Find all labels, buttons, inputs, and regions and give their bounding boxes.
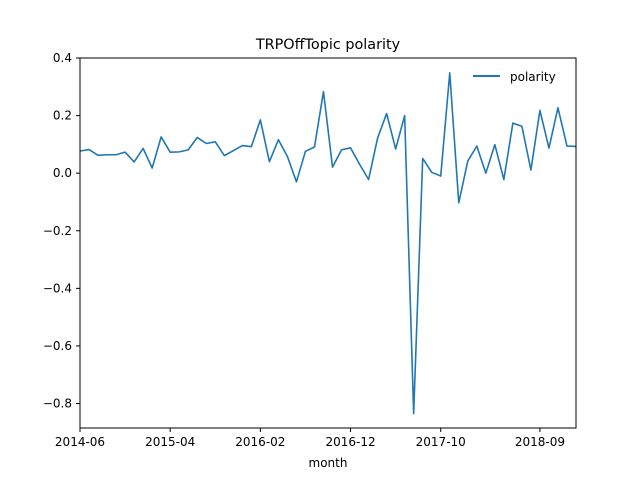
data-point bbox=[115, 154, 117, 156]
data-point bbox=[97, 154, 99, 156]
plot-frame bbox=[79, 57, 577, 429]
data-point bbox=[548, 147, 550, 149]
data-point bbox=[223, 154, 225, 156]
data-point bbox=[133, 161, 135, 163]
data-point bbox=[169, 151, 171, 153]
x-tick-label: 2014-06 bbox=[55, 435, 105, 449]
data-point bbox=[313, 146, 315, 148]
y-tick-label: −0.4 bbox=[43, 281, 72, 295]
data-point bbox=[268, 160, 270, 162]
data-point bbox=[259, 119, 261, 121]
data-point bbox=[106, 154, 108, 156]
data-point bbox=[322, 90, 324, 92]
data-point bbox=[449, 72, 451, 74]
y-tick-label: −0.8 bbox=[43, 397, 72, 411]
data-point bbox=[476, 145, 478, 147]
data-point bbox=[485, 172, 487, 174]
data-point bbox=[340, 149, 342, 151]
data-point bbox=[232, 150, 234, 152]
data-point bbox=[88, 148, 90, 150]
data-point bbox=[503, 178, 505, 180]
y-tick-label: −0.6 bbox=[43, 339, 72, 353]
data-point bbox=[512, 122, 514, 124]
data-point bbox=[421, 157, 423, 159]
legend: polarity bbox=[473, 70, 556, 84]
data-point bbox=[214, 141, 216, 143]
data-point bbox=[467, 160, 469, 162]
y-tick-label: −0.2 bbox=[43, 224, 72, 238]
data-point bbox=[385, 112, 387, 114]
data-point bbox=[187, 149, 189, 151]
data-point bbox=[151, 167, 153, 169]
x-tick-label: 2016-12 bbox=[325, 435, 375, 449]
data-point bbox=[331, 166, 333, 168]
x-tick-label: 2017-10 bbox=[416, 435, 466, 449]
y-tick-label: 0.4 bbox=[53, 51, 72, 65]
series-layer bbox=[79, 72, 577, 415]
chart-title: TRPOffTopic polarity bbox=[255, 37, 401, 53]
data-point bbox=[521, 125, 523, 127]
data-point bbox=[358, 163, 360, 165]
data-point bbox=[494, 143, 496, 145]
y-tick-label: 0.0 bbox=[53, 166, 72, 180]
data-point bbox=[376, 137, 378, 139]
data-point bbox=[295, 181, 297, 183]
data-point bbox=[367, 178, 369, 180]
data-point bbox=[241, 144, 243, 146]
data-point bbox=[539, 109, 541, 111]
data-point bbox=[250, 145, 252, 147]
x-axis: 2014-06 2015-04 2016-02 2016-12 2017-10 2018-… bbox=[55, 428, 565, 449]
data-point bbox=[431, 171, 433, 173]
data-point bbox=[304, 150, 306, 152]
data-point bbox=[124, 151, 126, 153]
y-tick-label: 0.2 bbox=[53, 109, 72, 123]
x-axis-label: month bbox=[309, 456, 348, 470]
x-tick-label: 2015-04 bbox=[145, 435, 195, 449]
data-point bbox=[412, 412, 414, 414]
data-point bbox=[403, 114, 405, 116]
data-point bbox=[530, 169, 532, 171]
x-tick-label: 2016-02 bbox=[235, 435, 285, 449]
y-axis: 0.4 0.2 0.0 −0.2 −0.4 −0.6 −0.8 bbox=[43, 51, 80, 411]
data-point bbox=[458, 202, 460, 204]
data-point bbox=[277, 139, 279, 141]
legend-label-polarity: polarity bbox=[510, 70, 556, 84]
x-tick-label: 2018-09 bbox=[515, 435, 565, 449]
data-point bbox=[205, 142, 207, 144]
series-line-polarity bbox=[79, 72, 577, 415]
data-point bbox=[178, 151, 180, 153]
data-point bbox=[394, 148, 396, 150]
data-point bbox=[349, 147, 351, 149]
data-point bbox=[196, 136, 198, 138]
data-point bbox=[286, 155, 288, 157]
data-point bbox=[142, 147, 144, 149]
data-point bbox=[566, 145, 568, 147]
data-point bbox=[557, 107, 559, 109]
data-point bbox=[160, 136, 162, 138]
data-point bbox=[440, 175, 442, 177]
